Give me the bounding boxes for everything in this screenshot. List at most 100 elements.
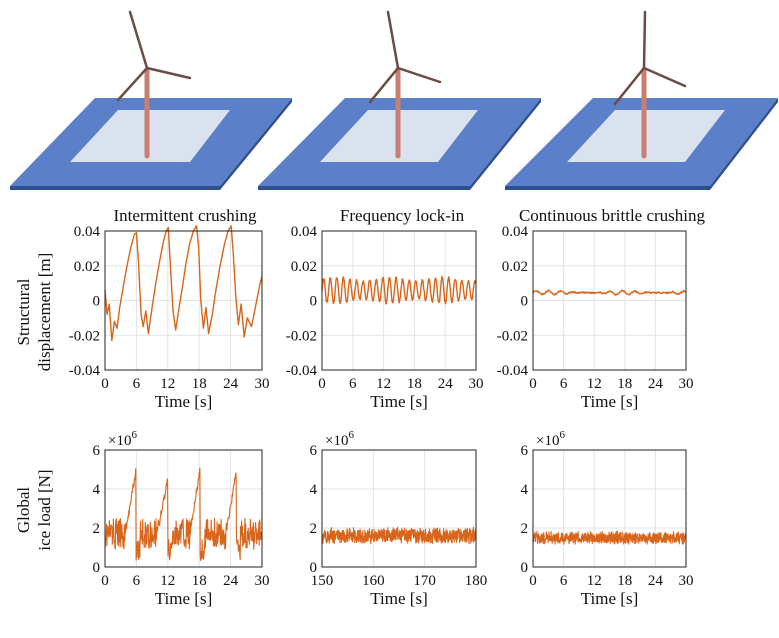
series-line (104, 225, 263, 342)
x-tick-label: 0 (529, 376, 537, 392)
x-tick-label: 24 (648, 573, 664, 589)
y-tick-label: 0 (93, 294, 101, 310)
y-tick-label: 0 (310, 294, 318, 310)
axes-frame (321, 230, 477, 371)
x-tick-label: 18 (407, 376, 422, 392)
blade (642, 10, 647, 70)
y-tick-label: 0 (521, 560, 529, 576)
x-tick-label: 18 (617, 376, 632, 392)
x-tick-label: 12 (160, 376, 175, 392)
illustration-intermittent (10, 10, 292, 190)
x-tick-label: 18 (192, 376, 207, 392)
y-tick-label: 0.02 (291, 259, 317, 275)
y-tick-label: 2 (93, 521, 101, 537)
x-axis-label: Time [s] (155, 392, 212, 411)
x-tick-label: 18 (617, 573, 632, 589)
x-tick-label: 0 (529, 573, 537, 589)
illustration-lock-in (258, 10, 541, 190)
y-tick-label: 0.02 (502, 259, 528, 275)
y-tick-label: 6 (93, 443, 101, 459)
series-line (321, 275, 477, 305)
blade (368, 66, 400, 104)
ice-sheet (70, 110, 230, 162)
x-tick-label: 170 (413, 573, 436, 589)
blade (145, 66, 192, 80)
blade (613, 66, 646, 106)
series-line (104, 467, 263, 561)
ylabel-ice-load-line1: Global (14, 487, 33, 534)
x-tick-label: 12 (587, 573, 602, 589)
y-tick-label: 0 (93, 560, 101, 576)
x-tick-label: 0 (318, 376, 326, 392)
blade (128, 10, 149, 70)
sea-plate-side (220, 98, 292, 190)
x-tick-label: 24 (648, 376, 664, 392)
axes-frame (532, 230, 687, 371)
x-tick-label: 6 (560, 376, 568, 392)
illustration-brittle (505, 10, 778, 190)
axes-frame (532, 449, 687, 568)
blade (642, 66, 687, 88)
x-tick-label: 12 (587, 376, 602, 392)
y-tick-label: 4 (521, 482, 529, 498)
title-intermittent: Intermittent crushing (113, 206, 257, 225)
y-tick-label: 0.04 (74, 224, 101, 240)
x-tick-label: 0 (101, 573, 109, 589)
x-tick-label: 12 (376, 376, 391, 392)
x-tick-label: 24 (223, 376, 239, 392)
axes-frame (104, 230, 263, 371)
y-tick-label: -0.04 (69, 363, 101, 379)
series-line (532, 289, 686, 296)
x-axis-label: Time [s] (581, 392, 638, 411)
sea-plate-side (710, 98, 778, 190)
y-multiplier: ×106 (325, 429, 354, 449)
y-tick-label: 2 (521, 521, 529, 537)
y-tick-label: 0 (310, 560, 318, 576)
title-lock-in: Frequency lock-in (340, 206, 465, 225)
blade (396, 66, 442, 84)
x-tick-label: 150 (311, 573, 334, 589)
x-axis-label: Time [s] (370, 589, 427, 608)
y-tick-label: -0.04 (497, 363, 529, 379)
x-tick-label: 30 (679, 376, 694, 392)
y-tick-label: -0.02 (286, 328, 317, 344)
x-tick-label: 18 (192, 573, 207, 589)
axes-frame (321, 449, 477, 568)
x-tick-label: 6 (560, 573, 568, 589)
blade (386, 10, 400, 70)
ylabel-displacement-line2: displacement [m] (35, 253, 54, 372)
sea-plate-edge (505, 186, 710, 190)
x-tick-label: 6 (133, 376, 141, 392)
y-tick-label: 0 (521, 294, 529, 310)
title-brittle: Continuous brittle crushing (519, 206, 706, 225)
x-tick-label: 30 (679, 573, 694, 589)
y-tick-label: 6 (310, 443, 318, 459)
y-tick-label: -0.04 (286, 363, 318, 379)
y-tick-label: -0.02 (69, 328, 100, 344)
y-multiplier: ×106 (108, 429, 137, 449)
x-axis-label: Time [s] (370, 392, 427, 411)
x-tick-label: 30 (255, 573, 270, 589)
sea-plate-side (470, 98, 541, 190)
x-tick-label: 0 (101, 376, 109, 392)
x-tick-label: 160 (362, 573, 385, 589)
ylabel-ice-load-line2: ice load [N] (35, 469, 54, 550)
y-tick-label: 4 (93, 482, 101, 498)
blade (116, 66, 149, 102)
y-tick-label: 2 (310, 521, 318, 537)
y-multiplier: ×106 (536, 429, 565, 449)
sea-plate-edge (258, 186, 470, 190)
y-tick-label: 0.04 (502, 224, 529, 240)
y-tick-label: 0.02 (74, 259, 100, 275)
x-tick-label: 12 (160, 573, 175, 589)
x-tick-label: 6 (349, 376, 357, 392)
x-axis-label: Time [s] (581, 589, 638, 608)
series-line (321, 526, 477, 545)
x-tick-label: 30 (469, 376, 484, 392)
x-tick-label: 30 (255, 376, 270, 392)
axes-frame (104, 449, 263, 568)
y-tick-label: 4 (310, 482, 318, 498)
y-tick-label: 6 (521, 443, 529, 459)
sea-plate-edge (10, 186, 220, 190)
